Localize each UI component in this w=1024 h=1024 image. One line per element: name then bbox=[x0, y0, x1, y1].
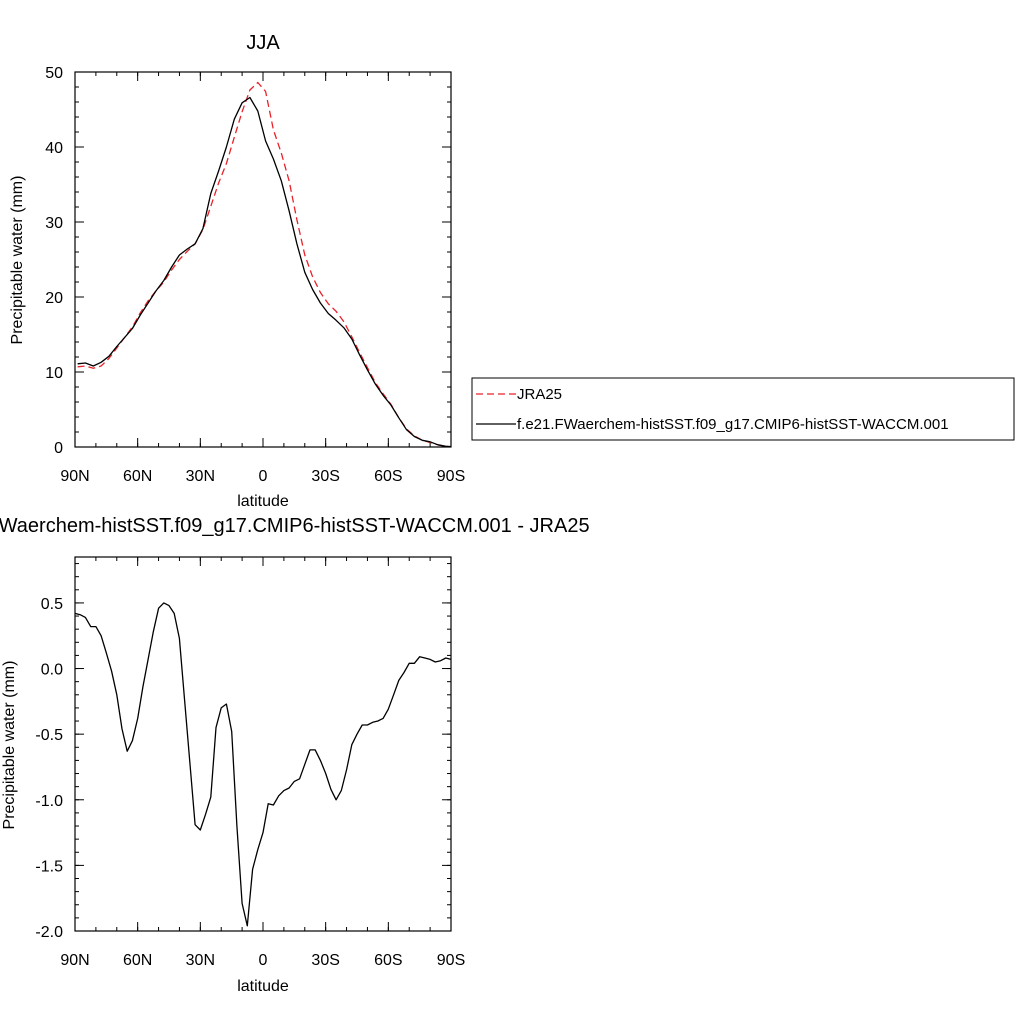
legend-label-jra25: JRA25 bbox=[517, 386, 562, 403]
top-x-tick-label: 90S bbox=[437, 468, 465, 485]
bottom-y-tick-label: 0.0 bbox=[41, 662, 63, 679]
top-y-tick-label: 50 bbox=[45, 65, 63, 82]
top-x-axis-label: latitude bbox=[237, 493, 289, 510]
top-title: JJA bbox=[246, 32, 280, 54]
bottom-y-tick-label: 0.5 bbox=[41, 596, 63, 613]
bottom-title: f.e21.FWaerchem-histSST.f09_g17.CMIP6-hi… bbox=[0, 515, 590, 537]
bottom-x-tick-label: 30S bbox=[311, 952, 339, 969]
top-y-tick-label: 20 bbox=[45, 290, 63, 307]
bottom-x-tick-label: 90S bbox=[437, 952, 465, 969]
bottom-y-tick-label: -1.5 bbox=[35, 858, 63, 875]
bottom-x-tick-label: 0 bbox=[259, 952, 268, 969]
top-x-tick-label: 30S bbox=[311, 468, 339, 485]
top-x-tick-label: 30N bbox=[186, 468, 215, 485]
legend-label-model: f.e21.FWaerchem-histSST.f09_g17.CMIP6-hi… bbox=[517, 416, 949, 433]
top-x-tick-label: 60S bbox=[374, 468, 402, 485]
top-plot-frame bbox=[74, 71, 452, 448]
bottom-y-tick-label: -2.0 bbox=[35, 924, 63, 941]
bottom-plot-area: 90N 60N 30N 0 30S 60S 90S -2.0 -1.5 -1.0 -0.5 0.0 0.… bbox=[35, 556, 465, 969]
bottom-y-axis-label: Precipitable water (mm) bbox=[1, 661, 18, 830]
bottom-y-tick-label: -0.5 bbox=[35, 727, 63, 744]
top-y-tick-label: 10 bbox=[45, 365, 63, 382]
top-y-tick-label: 40 bbox=[45, 140, 63, 157]
bottom-x-tick-label: 60N bbox=[123, 952, 152, 969]
bottom-x-tick-label: 90N bbox=[60, 952, 89, 969]
bottom-y-tick-label: -1.0 bbox=[35, 793, 63, 810]
top-y-tick-label: 0 bbox=[54, 440, 63, 457]
bottom-plot-frame bbox=[74, 556, 452, 932]
top-series-line-model bbox=[77, 96, 452, 448]
legend-box bbox=[471, 377, 1015, 441]
top-x-tick-label: 90N bbox=[60, 468, 89, 485]
legend: JRA25 f.e21.FWaerchem-histSST.f09_g17.CM… bbox=[471, 377, 1015, 441]
top-plot-area: 90N 60N 30N 0 30S 60S 90S 0 10 20 30 40 50 bbox=[45, 65, 465, 485]
climatology-panel: JJA 90N 60N 30N 0 30S 60S 90S 0 10 20 30 40 50 latit… bbox=[9, 32, 465, 510]
top-x-tick-label: 60N bbox=[123, 468, 152, 485]
top-y-axis-label: Precipitable water (mm) bbox=[9, 176, 26, 345]
bottom-x-axis-label: latitude bbox=[237, 978, 289, 995]
top-y-tick-label: 30 bbox=[45, 215, 63, 232]
top-x-tick-label: 0 bbox=[259, 468, 268, 485]
bottom-series-line-difference bbox=[74, 602, 452, 927]
bottom-x-tick-label: 30N bbox=[186, 952, 215, 969]
bottom-x-tick-label: 60S bbox=[374, 952, 402, 969]
difference-panel: f.e21.FWaerchem-histSST.f09_g17.CMIP6-hi… bbox=[0, 515, 590, 995]
